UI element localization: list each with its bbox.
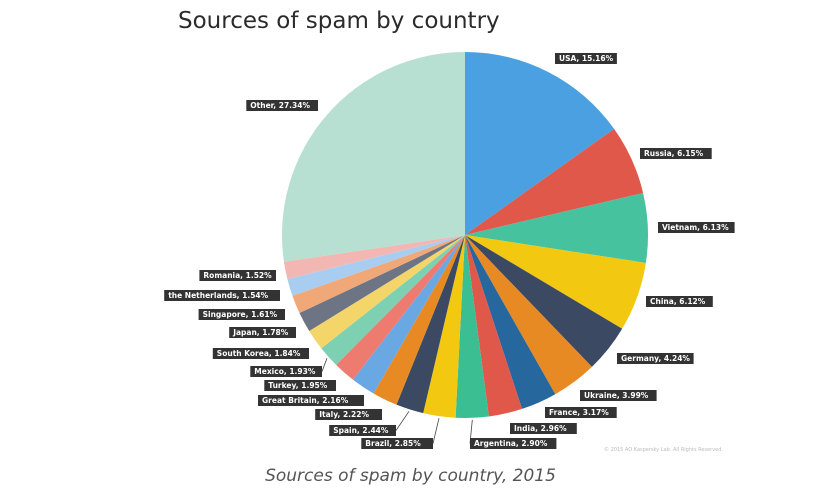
label-text: USA, 15.16%: [559, 54, 614, 63]
pie-slice-singapore: [292, 235, 465, 314]
label-text: Singapore, 1.61%: [203, 310, 278, 319]
pie-slice-russia: [465, 128, 644, 235]
label-box: [617, 353, 694, 364]
label-box: [555, 53, 617, 64]
label-box: [646, 296, 713, 307]
pie-slice-italy: [373, 235, 465, 405]
slice-label-south-korea: South Korea, 1.84%: [212, 348, 309, 359]
copyright-notice: © 2015 AO Kaspersky Lab. All Rights Rese…: [604, 447, 724, 453]
label-box: [229, 327, 296, 338]
slice-label-romania: Romania, 1.52%: [199, 270, 276, 281]
slice-label-other: Other, 27.34%: [246, 100, 318, 111]
pie-slice-india: [465, 235, 522, 417]
pie-slice-the-netherlands: [287, 235, 465, 296]
label-text: Spain, 2.44%: [333, 426, 389, 435]
label-text: Ukraine, 3.99%: [584, 391, 649, 400]
label-box: [199, 270, 276, 281]
label-box: [198, 309, 285, 320]
slice-label-spain: Spain, 2.44%: [329, 425, 396, 436]
slice-label-usa: USA, 15.16%: [555, 53, 617, 64]
label-text: Great Britain, 2.16%: [262, 396, 349, 405]
label-text: Japan, 1.78%: [232, 328, 289, 337]
leader-line: [432, 418, 440, 444]
label-box: [250, 366, 322, 377]
pie-slice-china: [465, 235, 646, 329]
label-box: [258, 395, 364, 406]
slice-label-singapore: Singapore, 1.61%: [198, 309, 285, 320]
label-text: Romania, 1.52%: [203, 271, 272, 280]
pie-slice-romania: [283, 235, 465, 279]
label-box: [545, 407, 617, 418]
slice-label-mexico: Mexico, 1.93%: [250, 366, 322, 377]
label-box: [361, 438, 433, 449]
leader-line: [395, 411, 410, 431]
slice-label-russia: Russia, 6.15%: [640, 148, 712, 159]
label-text: France, 3.17%: [549, 408, 609, 417]
pie-slice-great-britain: [352, 235, 465, 394]
slice-label-germany: Germany, 4.24%: [617, 353, 694, 364]
pie-slice-turkey: [336, 235, 465, 380]
pie-slice-argentina: [455, 235, 489, 419]
label-text: Turkey, 1.95%: [268, 381, 327, 390]
label-box: [580, 390, 657, 401]
slice-label-italy: Italy, 2.22%: [315, 409, 382, 420]
label-box: [329, 425, 396, 436]
slice-label-brazil: Brazil, 2.85%: [361, 438, 433, 449]
chart-title: Sources of spam by country: [178, 8, 500, 34]
label-text: Italy, 2.22%: [319, 410, 369, 419]
label-box: [315, 409, 382, 420]
label-box: [246, 100, 318, 111]
slice-label-france: France, 3.17%: [545, 407, 617, 418]
label-text: Argentina, 2.90%: [474, 439, 548, 448]
pie-slice-south-korea: [309, 235, 465, 349]
label-box: [164, 290, 280, 301]
slice-label-japan: Japan, 1.78%: [229, 327, 296, 338]
slice-label-china: China, 6.12%: [646, 296, 713, 307]
slice-label-ukraine: Ukraine, 3.99%: [580, 390, 657, 401]
slice-label-india: India, 2.96%: [510, 423, 577, 434]
pie-slice-france: [465, 235, 556, 409]
pie-slice-japan: [299, 235, 465, 332]
label-text: Germany, 4.24%: [621, 354, 690, 363]
label-text: Russia, 6.15%: [644, 149, 704, 158]
label-text: the Netherlands, 1.54%: [168, 291, 268, 300]
label-box: [470, 438, 557, 449]
slice-label-argentina: Argentina, 2.90%: [470, 438, 557, 449]
label-text: India, 2.96%: [514, 424, 567, 433]
pie-slice-other: [281, 51, 465, 262]
label-box: [212, 348, 309, 359]
slice-label-the-netherlands: the Netherlands, 1.54%: [164, 290, 280, 301]
pie-slice-brazil: [423, 235, 465, 418]
slice-label-vietnam: Vietnam, 6.13%: [658, 222, 735, 233]
slice-label-great-britain: Great Britain, 2.16%: [258, 395, 364, 406]
pie-slice-mexico: [321, 235, 465, 365]
label-box: [264, 380, 336, 391]
label-text: South Korea, 1.84%: [217, 349, 301, 358]
label-text: Other, 27.34%: [250, 101, 310, 110]
leader-line: [321, 358, 328, 372]
label-box: [640, 148, 712, 159]
pie-slice-spain: [396, 235, 465, 414]
pie-slice-ukraine: [465, 235, 592, 395]
label-text: Vietnam, 6.13%: [662, 223, 729, 232]
label-box: [510, 423, 577, 434]
pie-slice-usa: [465, 52, 615, 235]
label-text: Mexico, 1.93%: [254, 367, 316, 376]
chart-caption: Sources of spam by country, 2015: [265, 466, 556, 486]
label-text: China, 6.12%: [650, 297, 706, 306]
pie-slice-germany: [465, 235, 623, 367]
label-text: Brazil, 2.85%: [365, 439, 421, 448]
pie-slice-vietnam: [465, 192, 648, 263]
label-box: [658, 222, 735, 233]
slice-label-turkey: Turkey, 1.95%: [264, 380, 336, 391]
